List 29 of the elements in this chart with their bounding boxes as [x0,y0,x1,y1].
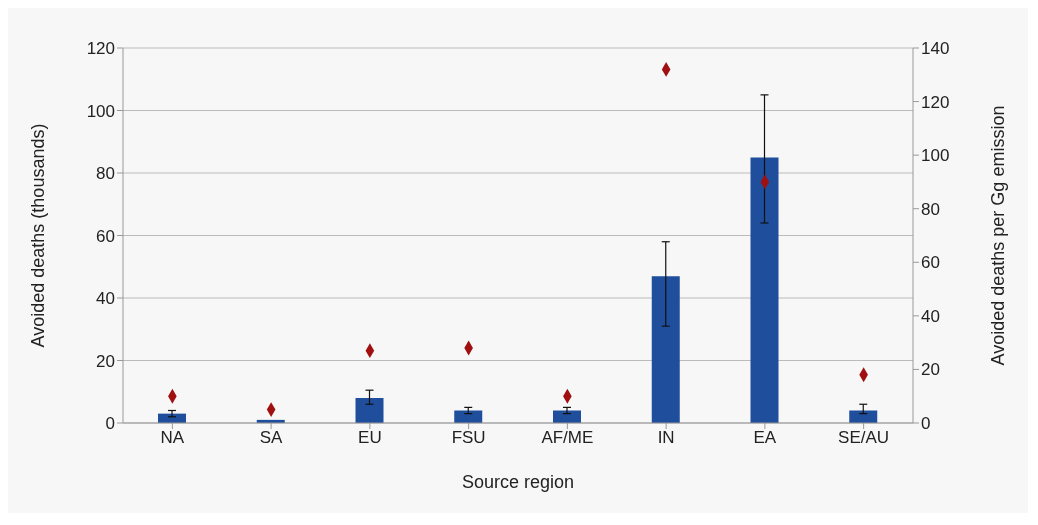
y-tick-label: 80 [96,164,115,184]
x-tick-label: EA [753,428,777,448]
y-tick-label: 100 [86,101,115,121]
bar [355,398,384,423]
y-tick-label: 40 [96,289,115,309]
x-tick-label: IN [657,428,675,448]
y-axis-title: Avoided deaths (thousands) [28,123,49,348]
x-tick-label: SA [259,428,284,448]
x-tick-label: FSU [451,428,486,448]
y2-tick-label: 100 [921,146,950,166]
bar [750,157,779,423]
y2-tick-label: 0 [921,414,931,434]
y-tick-label: 20 [96,351,115,371]
x-axis-title: Source region [461,472,575,492]
x-tick-label: EU [358,428,382,448]
x-tick-label: SE/AU [838,428,890,448]
bar [651,276,680,423]
y2-axis-title: Avoided deaths per Gg emission [988,105,1009,366]
x-tick-label: AF/ME [541,428,594,448]
y2-tick-label: 120 [921,92,950,112]
y-tick-label: 120 [86,39,115,59]
y-tick-label: 0 [105,414,115,434]
y2-tick-label: 20 [921,360,940,380]
y2-tick-label: 80 [921,199,940,219]
x-tick-label: NA [160,428,185,448]
y2-tick-label: 40 [921,306,940,326]
y2-tick-label: 140 [921,39,950,59]
y-tick-label: 60 [96,226,115,246]
y2-tick-label: 60 [921,253,940,273]
